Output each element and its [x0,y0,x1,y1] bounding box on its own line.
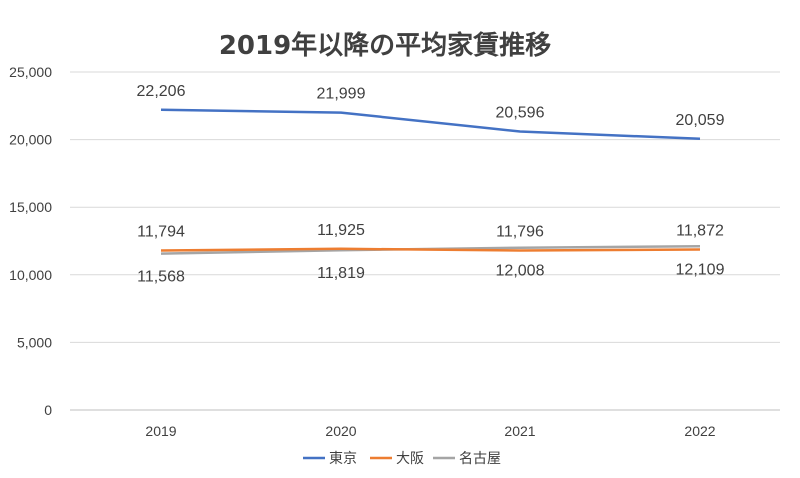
data-label: 21,999 [317,86,366,103]
data-label: 11,568 [137,269,185,286]
y-tick-label: 10,000 [9,267,52,283]
data-label: 11,796 [496,224,544,241]
legend-item: 名古屋 [433,451,501,467]
legend-item: 大阪 [370,451,424,467]
y-tick-label: 25,000 [9,64,52,80]
chart-title: 2019年以降の平均家賃推移 [219,30,551,61]
series-line-大阪 [160,247,701,252]
data-label: 20,059 [676,112,725,129]
y-tick-label: 15,000 [9,199,52,215]
x-tick-label: 2020 [325,423,356,439]
series-lines [160,108,701,255]
y-tick-label: 5,000 [17,334,52,350]
data-label: 11,925 [317,222,365,239]
legend-item: 東京 [303,451,357,467]
data-label: 22,206 [137,83,186,100]
legend: 東京 大阪 名古屋 [303,451,501,467]
x-tick-label: 2022 [684,423,715,439]
data-label: 12,109 [676,261,725,278]
x-tick-label: 2021 [504,423,535,439]
x-tick-label: 2019 [145,423,176,439]
x-axis-ticks: 2019 2020 2021 2022 [145,423,715,439]
data-label: 11,819 [317,265,365,282]
data-label: 11,872 [676,222,724,239]
legend-label: 名古屋 [459,451,501,467]
y-tick-label: 20,000 [9,132,52,148]
data-label: 20,596 [496,105,545,122]
y-axis-ticks: 0 5,000 10,000 15,000 20,000 25,000 [9,64,52,418]
y-tick-label: 0 [44,402,52,418]
legend-label: 大阪 [396,451,424,467]
legend-label: 東京 [329,451,357,467]
gridlines [70,71,780,411]
data-label: 12,008 [496,263,545,280]
data-label: 11,794 [137,224,185,241]
series-line-東京 [160,108,701,141]
data-labels: 22,206 21,999 20,596 20,059 11,794 11,925 11,7… [137,83,725,286]
